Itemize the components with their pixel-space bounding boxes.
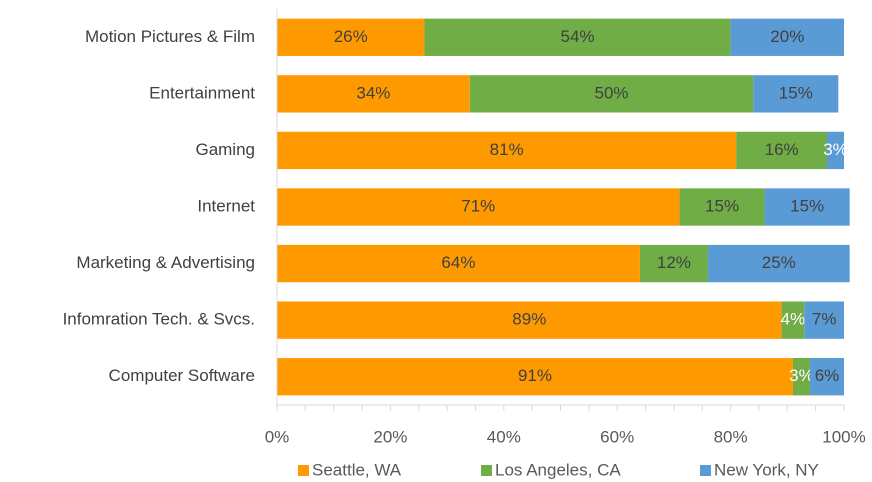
data-label: 81% [490,140,524,159]
bar-segment [277,358,793,396]
legend-label: Los Angeles, CA [495,460,621,479]
data-label: 34% [356,83,390,102]
bar-segment [764,188,850,226]
x-tick-label: 60% [600,427,634,446]
legend-label: Seattle, WA [312,460,402,479]
bar-segment [781,301,805,339]
bar-segment [277,301,782,339]
y-tick-label: Infomration Tech. & Svcs. [63,310,255,329]
bar-segment [639,244,708,283]
y-tick-label: Marketing & Advertising [76,253,255,272]
y-tick-label: Gaming [195,140,255,159]
legend-swatch [298,465,309,476]
bar-segment [707,244,850,283]
data-label: 4% [781,310,806,329]
legend-swatch [700,465,711,476]
bar-segment [277,131,737,170]
bar-segment [753,75,839,113]
data-label: 20% [770,27,804,46]
legend-label: New York, NY [714,460,819,479]
bar-segment [679,188,765,226]
data-label: 50% [595,83,629,102]
data-label: 89% [512,310,546,329]
data-label: 54% [560,27,594,46]
x-tick-label: 100% [822,427,865,446]
y-tick-label: Computer Software [109,366,255,385]
data-label: 15% [790,196,824,215]
bar-segment [424,18,731,56]
bar-segment [277,75,470,113]
bar-segment [277,18,425,56]
data-label: 25% [762,253,796,272]
data-label: 16% [765,140,799,159]
bar-segment [277,188,680,226]
data-label: 64% [441,253,475,272]
x-tick-label: 40% [487,427,521,446]
data-label: 3% [789,366,814,385]
y-tick-label: Entertainment [149,83,255,102]
bar-segment [826,131,844,170]
data-label: 15% [779,83,813,102]
data-label: 26% [334,27,368,46]
bar-segment [792,358,810,396]
data-label: 12% [657,253,691,272]
x-tick-label: 80% [714,427,748,446]
bar-segment [469,75,754,113]
data-label: 3% [823,140,848,159]
bar-segment [730,18,844,56]
bar-segment [804,301,844,339]
bar-segment [736,131,827,170]
x-tick-label: 0% [265,427,290,446]
data-label: 15% [705,196,739,215]
data-label: 6% [815,366,840,385]
data-label: 71% [461,196,495,215]
y-tick-label: Internet [197,196,255,215]
data-label: 91% [518,366,552,385]
x-tick-label: 20% [373,427,407,446]
legend-swatch [481,465,492,476]
bar-segment [809,358,844,396]
bar-segment [277,244,640,283]
data-label: 7% [812,310,837,329]
y-tick-label: Motion Pictures & Film [85,27,255,46]
